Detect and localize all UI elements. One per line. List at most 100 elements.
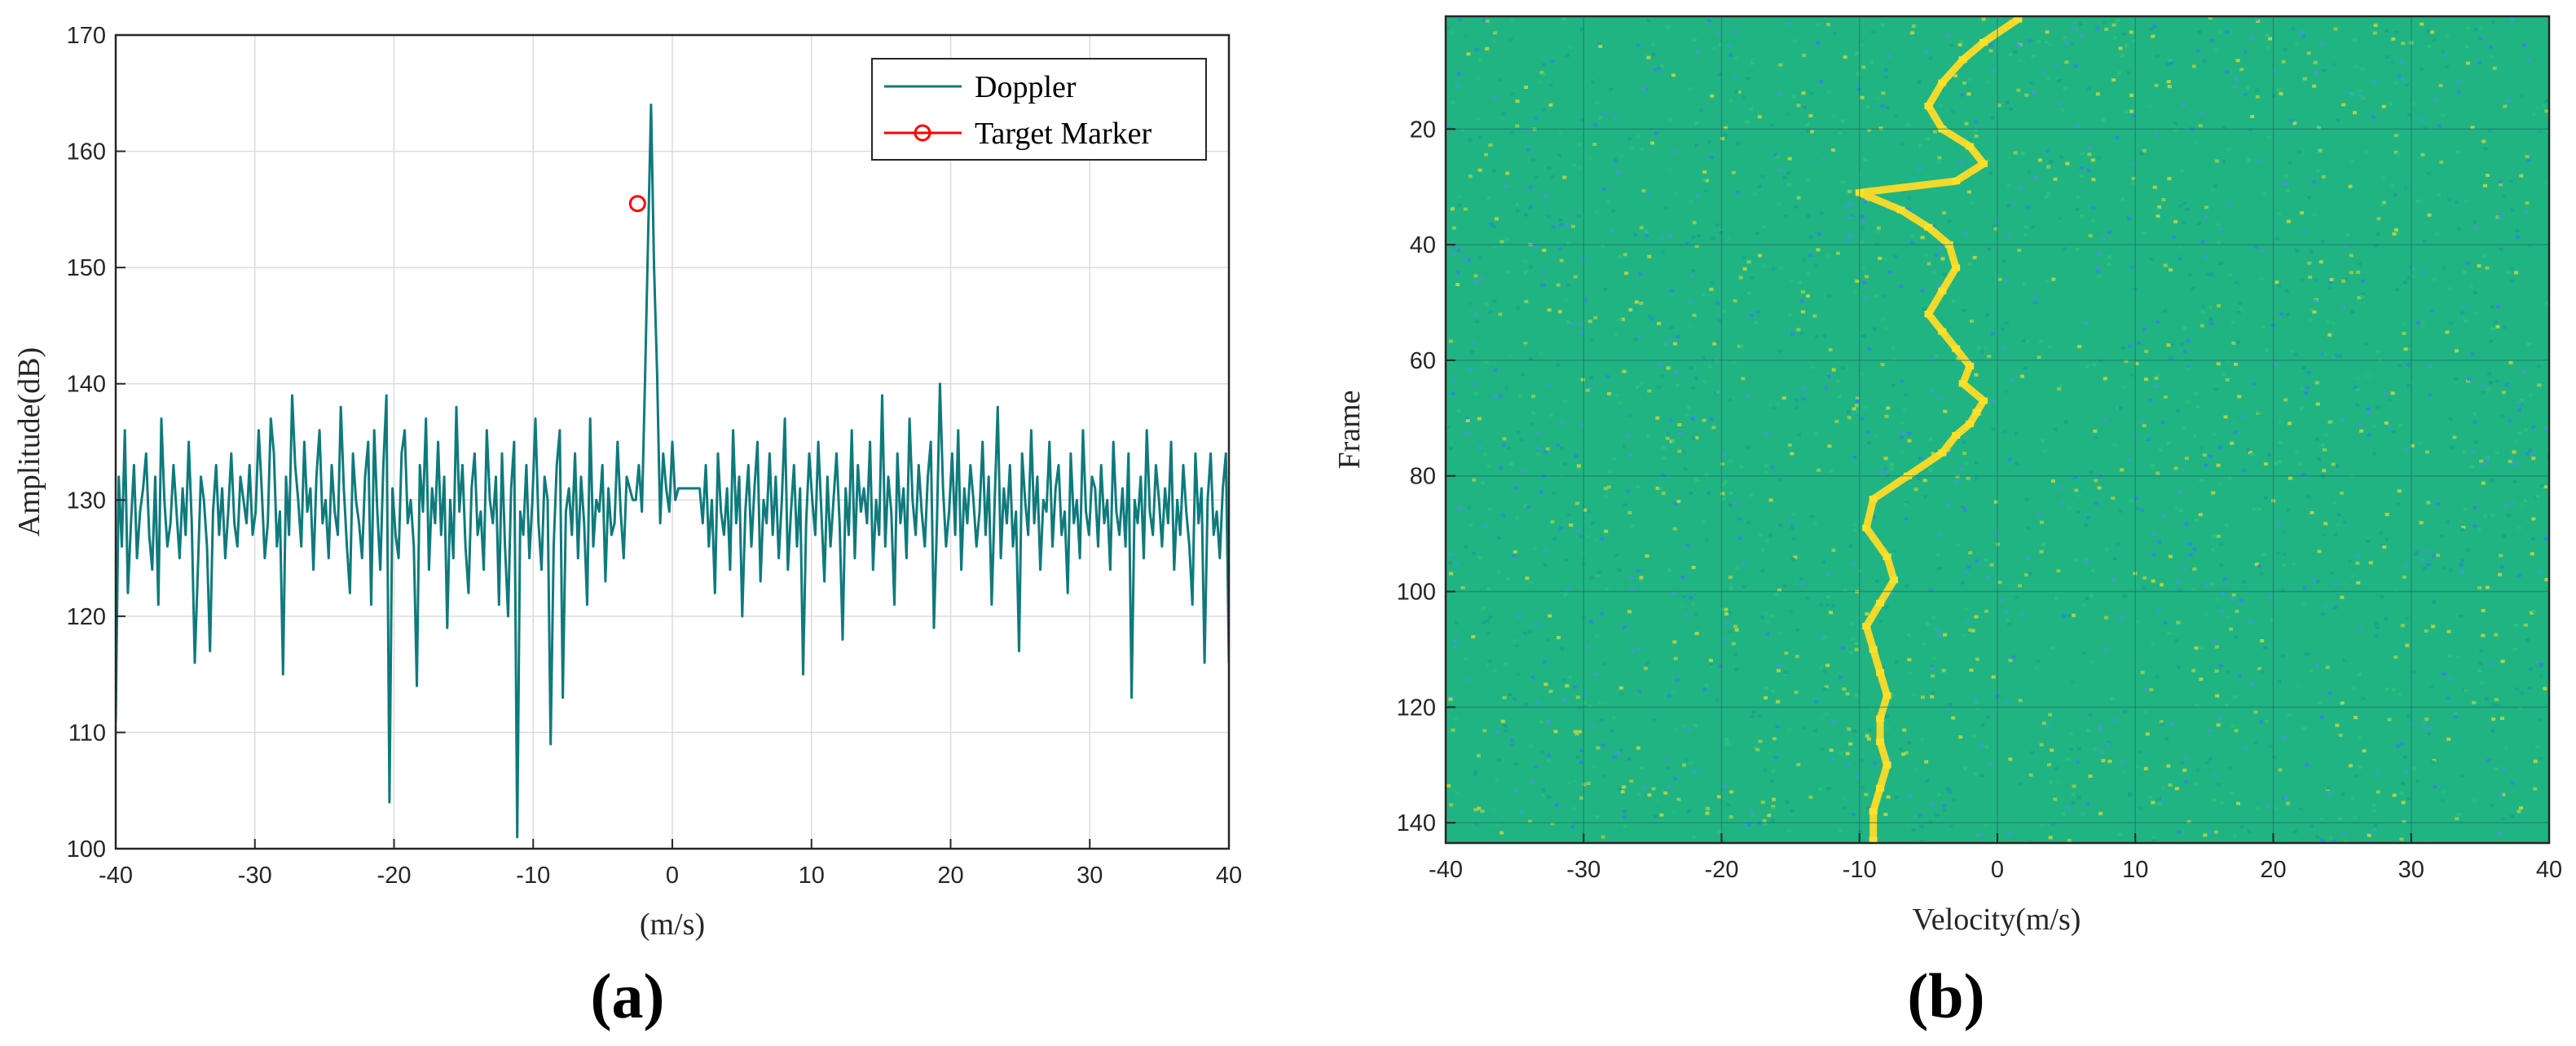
noise-cell xyxy=(1764,432,1769,436)
noise-cell xyxy=(1821,636,1825,640)
noise-cell xyxy=(2340,417,2345,421)
noise-cell xyxy=(2154,207,2159,211)
noise-cell xyxy=(1702,418,1706,422)
noise-cell xyxy=(2368,561,2373,565)
track-cell xyxy=(1966,143,1975,150)
noise-cell xyxy=(1711,236,1715,241)
noise-cell xyxy=(2243,747,2248,751)
noise-cell xyxy=(1667,432,1671,436)
noise-cell xyxy=(2077,345,2082,349)
noise-cell xyxy=(1820,748,1825,751)
noise-cell xyxy=(2244,50,2248,54)
noise-cell xyxy=(2204,612,2208,616)
noise-cell xyxy=(2114,20,2118,24)
noise-cell xyxy=(1682,763,1687,767)
noise-cell xyxy=(1487,464,1492,468)
noise-cell xyxy=(2184,522,2189,526)
noise-cell xyxy=(1966,92,1971,96)
noise-cell xyxy=(1647,389,1652,393)
noise-cell xyxy=(2404,564,2409,568)
noise-cell xyxy=(2481,391,2486,395)
noise-cell xyxy=(1948,789,1953,793)
noise-cell xyxy=(2218,261,2223,265)
noise-cell xyxy=(2544,99,2549,103)
noise-cell xyxy=(1633,232,1638,236)
noise-cell xyxy=(1548,690,1553,694)
noise-cell xyxy=(2151,579,2155,583)
noise-cell xyxy=(1768,498,1773,502)
noise-cell xyxy=(1939,104,1944,108)
noise-cell xyxy=(1674,371,1679,374)
noise-cell xyxy=(1654,131,1658,135)
noise-cell xyxy=(2226,671,2230,675)
noise-cell xyxy=(1818,787,1823,791)
noise-cell xyxy=(2314,279,2318,283)
noise-cell xyxy=(1989,43,1993,47)
noise-cell xyxy=(2163,263,2168,267)
noise-cell xyxy=(2519,403,2524,407)
noise-cell xyxy=(1966,565,1971,569)
noise-cell xyxy=(1755,310,1760,314)
noise-cell xyxy=(2431,760,2436,764)
noise-cell xyxy=(1464,432,1469,436)
noise-cell xyxy=(1717,830,1722,833)
noise-cell xyxy=(2499,792,2503,797)
noise-cell xyxy=(1852,729,1857,733)
noise-cell xyxy=(1689,492,1693,495)
noise-cell xyxy=(1772,797,1777,801)
noise-cell xyxy=(2353,111,2357,115)
noise-cell xyxy=(2020,151,2025,155)
noise-cell xyxy=(1988,171,1993,175)
noise-cell xyxy=(1524,213,1529,217)
noise-cell xyxy=(2422,726,2427,730)
noise-cell xyxy=(1906,633,1911,638)
noise-cell xyxy=(2423,220,2428,224)
noise-cell xyxy=(1878,620,1883,624)
noise-cell xyxy=(1962,308,1966,312)
noise-cell xyxy=(2495,450,2499,454)
noise-cell xyxy=(1902,728,1907,732)
noise-cell xyxy=(2131,181,2136,185)
noise-cell xyxy=(1579,535,1583,539)
noise-cell xyxy=(1824,712,1829,716)
noise-cell xyxy=(1891,549,1896,554)
noise-cell xyxy=(1934,254,1939,257)
legend-target-marker-icon xyxy=(914,124,931,142)
noise-cell xyxy=(1974,615,1979,619)
noise-cell xyxy=(1974,128,1979,132)
noise-cell xyxy=(1485,46,1490,51)
noise-cell xyxy=(1781,396,1786,400)
noise-cell xyxy=(2205,272,2210,276)
noise-cell xyxy=(1772,737,1777,741)
noise-cell xyxy=(1546,720,1551,724)
track-cell xyxy=(1979,397,1988,404)
noise-cell xyxy=(2167,85,2172,89)
noise-cell xyxy=(1794,406,1799,409)
track-cell xyxy=(1876,669,1885,676)
noise-cell xyxy=(2215,598,2219,602)
noise-cell xyxy=(2126,71,2131,75)
noise-cell xyxy=(2086,729,2091,733)
noise-cell xyxy=(2213,387,2218,391)
noise-cell xyxy=(1918,813,1922,817)
noise-cell xyxy=(1603,702,1608,705)
noise-cell xyxy=(2302,726,2307,730)
noise-cell xyxy=(2180,169,2185,173)
noise-cell xyxy=(2519,95,2524,99)
noise-cell xyxy=(2048,836,2053,840)
noise-cell xyxy=(2512,450,2517,454)
noise-cell xyxy=(2340,595,2345,599)
noise-cell xyxy=(2396,502,2401,506)
noise-cell xyxy=(1887,54,1891,58)
noise-cell xyxy=(1799,299,1804,303)
noise-cell xyxy=(1692,415,1697,419)
noise-cell xyxy=(2490,514,2495,518)
noise-cell xyxy=(1728,503,1733,507)
noise-cell xyxy=(1814,431,1819,435)
noise-cell xyxy=(1939,532,1944,536)
noise-cell xyxy=(2305,762,2310,766)
noise-cell xyxy=(2528,394,2533,398)
noise-cell xyxy=(1699,108,1704,113)
noise-cell xyxy=(1728,576,1733,580)
noise-cell xyxy=(1647,254,1652,258)
